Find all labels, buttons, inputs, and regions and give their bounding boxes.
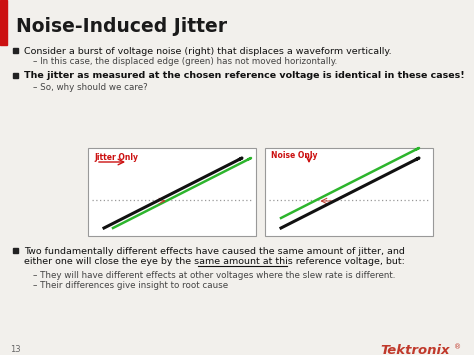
Text: Jitter Only: Jitter Only [94,153,138,162]
Text: Tektronix: Tektronix [380,344,449,355]
Bar [0,0,7,45]
Text: ®: ® [454,344,461,350]
Bar [13,72,18,77]
Bar [265,148,433,236]
Text: Two fundamentally different effects have caused the same amount of jitter, and: Two fundamentally different effects have… [24,246,405,256]
Bar [13,247,18,252]
Text: – So, why should we care?: – So, why should we care? [33,82,148,92]
Text: – In this case, the displaced edge (green) has not moved horizontally.: – In this case, the displaced edge (gree… [33,58,337,66]
Text: Noise Only: Noise Only [271,152,318,160]
Text: Consider a burst of voltage noise (right) that displaces a waveform vertically.: Consider a burst of voltage noise (right… [24,47,392,55]
Text: – They will have different effects at other voltages where the slew rate is diff: – They will have different effects at ot… [33,271,395,279]
Text: 13: 13 [10,345,21,355]
Text: Noise-Induced Jitter: Noise-Induced Jitter [16,16,227,36]
Text: – Their differences give insight to root cause: – Their differences give insight to root… [33,280,228,289]
Bar [88,148,256,236]
Bar [13,48,18,53]
Text: The jitter as measured at the chosen reference voltage is identical in these cas: The jitter as measured at the chosen ref… [24,71,465,81]
Text: either one will close the eye by the same amount at this reference voltage, but:: either one will close the eye by the sam… [24,257,405,267]
